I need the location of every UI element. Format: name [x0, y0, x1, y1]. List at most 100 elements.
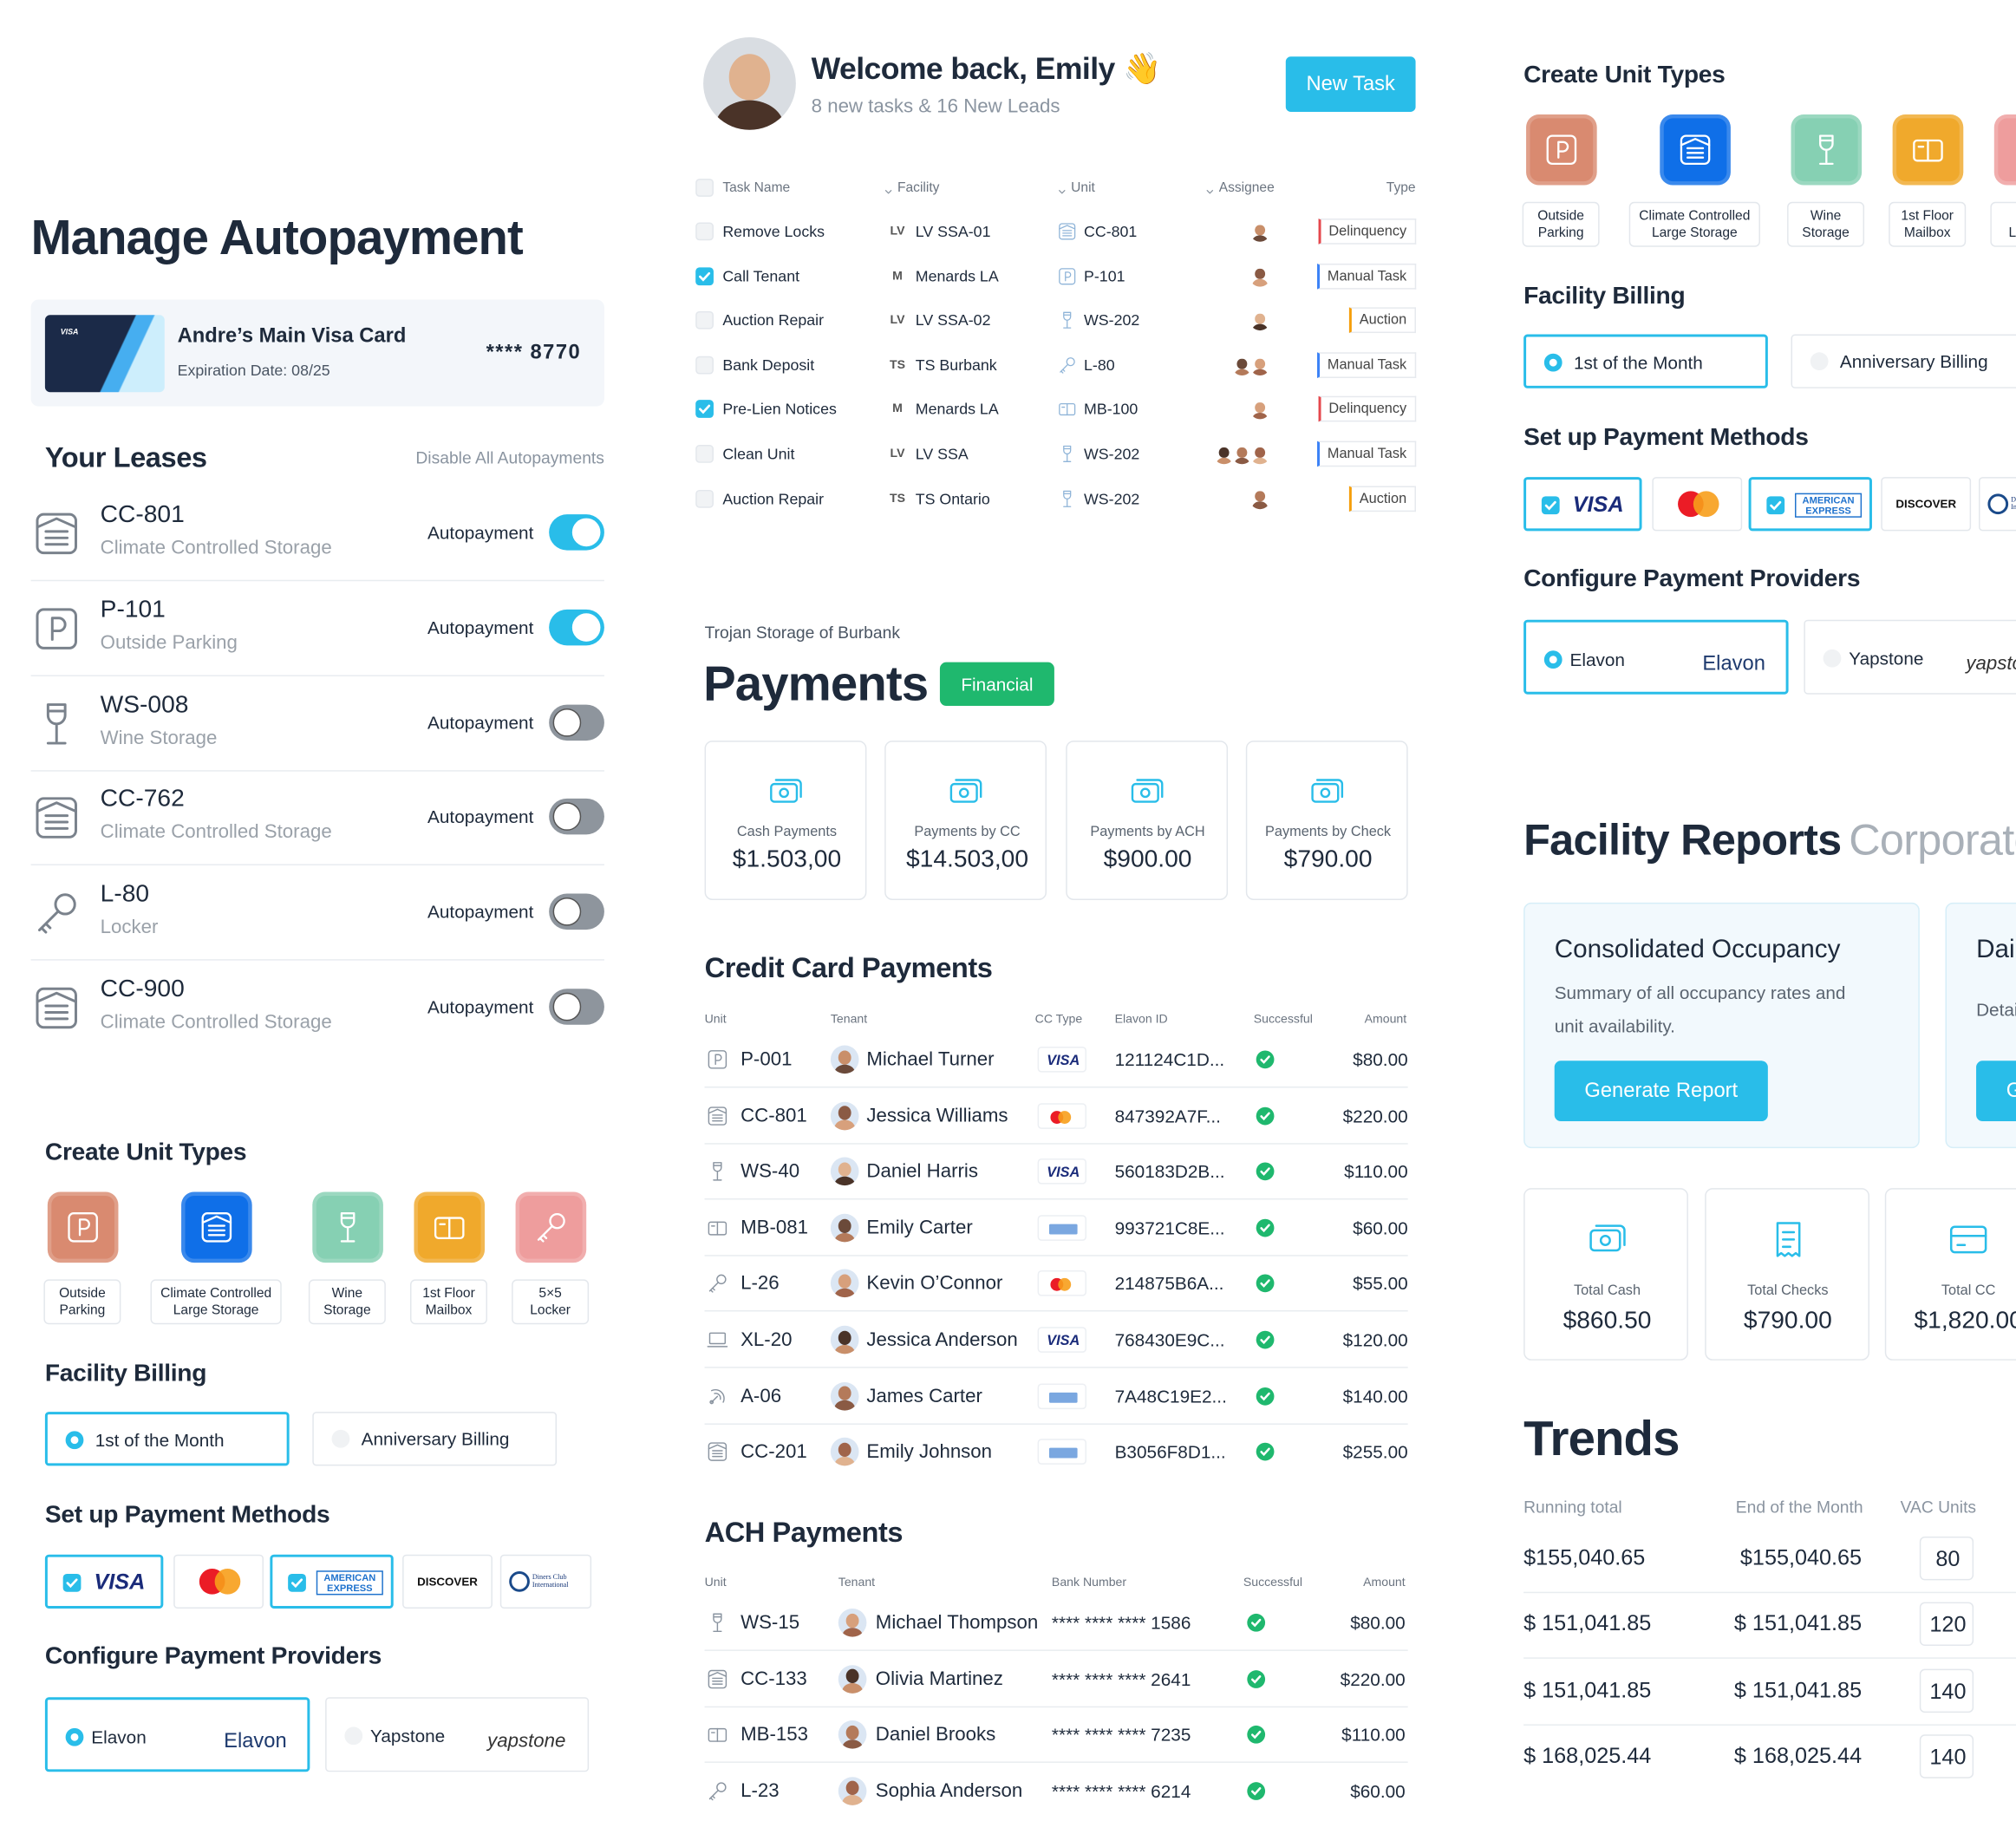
checkbox[interactable]: [62, 1573, 82, 1592]
generate-report-button[interactable]: Generate Report: [1554, 1061, 1768, 1122]
unit-code: CC-801: [741, 1104, 807, 1127]
unit-type-tile[interactable]: [515, 1191, 587, 1263]
unit-type-tile[interactable]: [1660, 114, 1731, 186]
payment-method[interactable]: AMERICAN EXPRESS: [1748, 477, 1872, 532]
autopay-toggle[interactable]: [549, 703, 604, 741]
checkbox[interactable]: [1541, 496, 1560, 515]
payment-method[interactable]: VISA: [1523, 477, 1642, 532]
unit-type-tile[interactable]: [1993, 114, 2016, 186]
autopay-toggle[interactable]: [549, 893, 604, 930]
radio[interactable]: [331, 1429, 350, 1448]
radio[interactable]: [344, 1726, 363, 1746]
success-icon-part-part: [1260, 1279, 1270, 1289]
lease-icon-part-part: [36, 517, 77, 546]
avatar: [830, 1325, 859, 1354]
radio[interactable]: [1543, 353, 1563, 372]
avatar: [830, 1438, 859, 1466]
payment-method[interactable]: VISA: [44, 1554, 164, 1609]
task-unit: MB-100: [1084, 400, 1138, 419]
payment-provider[interactable]: Yapstone yapstone: [1804, 619, 2016, 695]
radio[interactable]: [1823, 649, 1842, 668]
autopay-toggle[interactable]: [549, 514, 604, 551]
avatar: [830, 1213, 859, 1243]
checkbox-part-part: [699, 271, 711, 281]
stat-icon-part: [1131, 779, 1163, 803]
row-divider: [704, 1142, 1408, 1145]
unit-type-tile[interactable]: [312, 1191, 383, 1263]
page-title: Manage Autopayment: [30, 211, 524, 266]
checkbox[interactable]: [695, 356, 714, 375]
autopay-toggle[interactable]: [549, 609, 604, 646]
radio[interactable]: [65, 1431, 84, 1450]
new-task-button[interactable]: New Task: [1285, 56, 1416, 113]
elavon-id: 768430E9C...: [1114, 1329, 1225, 1350]
unit-icon: [706, 1779, 729, 1802]
radio[interactable]: [1810, 352, 1829, 371]
section-title: Configure Payment Providers: [1523, 565, 1861, 593]
unit-type-tile[interactable]: [1526, 114, 1597, 186]
amount: $120.00: [1342, 1329, 1408, 1350]
task-type: Manual Task: [1317, 441, 1416, 467]
avatar: [1231, 443, 1253, 465]
elavon-id: 121124C1D...: [1114, 1048, 1225, 1070]
column-header: Tenant: [838, 1576, 876, 1590]
unit-type-tile[interactable]: [47, 1191, 119, 1263]
unit-icon-part-part: [708, 1789, 720, 1800]
unit-icon-part-part: [708, 1442, 727, 1462]
radio[interactable]: [65, 1727, 84, 1746]
billing-option[interactable]: 1st of the Month: [1523, 334, 1768, 388]
unit-icon-part-part: [1066, 356, 1075, 366]
toggle-label: Autopayment: [427, 522, 534, 543]
autopay-toggle[interactable]: [549, 989, 604, 1025]
payment-method[interactable]: Diners Club International: [1979, 477, 2016, 532]
checkbox[interactable]: [695, 489, 714, 508]
toggle-label: Autopayment: [427, 617, 534, 638]
payment-method[interactable]: AMERICAN EXPRESS: [270, 1554, 394, 1609]
disable-all-link[interactable]: Disable All Autopayments: [415, 447, 604, 467]
unit-icon-part: [1059, 223, 1076, 240]
autopay-toggle[interactable]: [549, 799, 604, 835]
billing-option[interactable]: 1st of the Month: [44, 1412, 290, 1466]
billing-option[interactable]: Anniversary Billing: [312, 1412, 558, 1466]
billing-option[interactable]: Anniversary Billing: [1791, 334, 2016, 388]
amount: $255.00: [1342, 1441, 1408, 1463]
payment-method[interactable]: DISCOVER: [1881, 477, 1972, 532]
unit-type-label: Outside Parking: [43, 1279, 121, 1325]
payment-method[interactable]: Diners Club International: [499, 1554, 592, 1609]
payment-provider[interactable]: Yapstone yapstone: [325, 1697, 590, 1772]
avatar-face: [845, 1781, 859, 1796]
checkbox[interactable]: [695, 311, 714, 330]
payment-method[interactable]: [1652, 477, 1743, 532]
billing-label: Anniversary Billing: [361, 1428, 510, 1450]
radio[interactable]: [1543, 650, 1563, 669]
task-type: Auction: [1348, 307, 1416, 334]
payment-provider[interactable]: Elavon Elavon: [44, 1697, 310, 1772]
unit-type-tile[interactable]: [181, 1191, 252, 1263]
unit-type-tile[interactable]: [1892, 114, 1964, 186]
checkbox[interactable]: [1766, 496, 1785, 515]
payment-method[interactable]: DISCOVER: [402, 1554, 493, 1609]
checkbox[interactable]: [695, 266, 714, 285]
report-description: Detailed activity from yesterday.: [1976, 999, 2016, 1020]
checkbox[interactable]: [695, 400, 714, 419]
generate-report-button[interactable]: Generate Report: [1976, 1061, 2016, 1122]
column-header: Unit: [704, 1576, 727, 1590]
checkbox[interactable]: [695, 445, 714, 463]
checkbox[interactable]: [695, 179, 714, 197]
facility-code: M: [892, 269, 903, 284]
task-unit: CC-801: [1084, 222, 1138, 241]
amex-mark: [1048, 1447, 1078, 1459]
success-icon-part: [1260, 1167, 1270, 1177]
unit-type-tile[interactable]: [1791, 114, 1863, 186]
report-tab[interactable]: Corporate: [1849, 815, 2016, 865]
button-label: Generate Report: [1584, 1079, 1739, 1102]
unit-icon-part-part: [716, 1781, 727, 1792]
payment-method[interactable]: [173, 1554, 264, 1609]
checkbox[interactable]: [695, 222, 714, 241]
unit-icon-part: [707, 1332, 728, 1348]
payment-provider[interactable]: Elavon Elavon: [1523, 619, 1789, 695]
unit-type-tile[interactable]: [414, 1191, 486, 1263]
checkbox[interactable]: [288, 1573, 306, 1592]
task-type: Delinquency: [1318, 396, 1416, 422]
unit-icon-part: [708, 1221, 727, 1236]
